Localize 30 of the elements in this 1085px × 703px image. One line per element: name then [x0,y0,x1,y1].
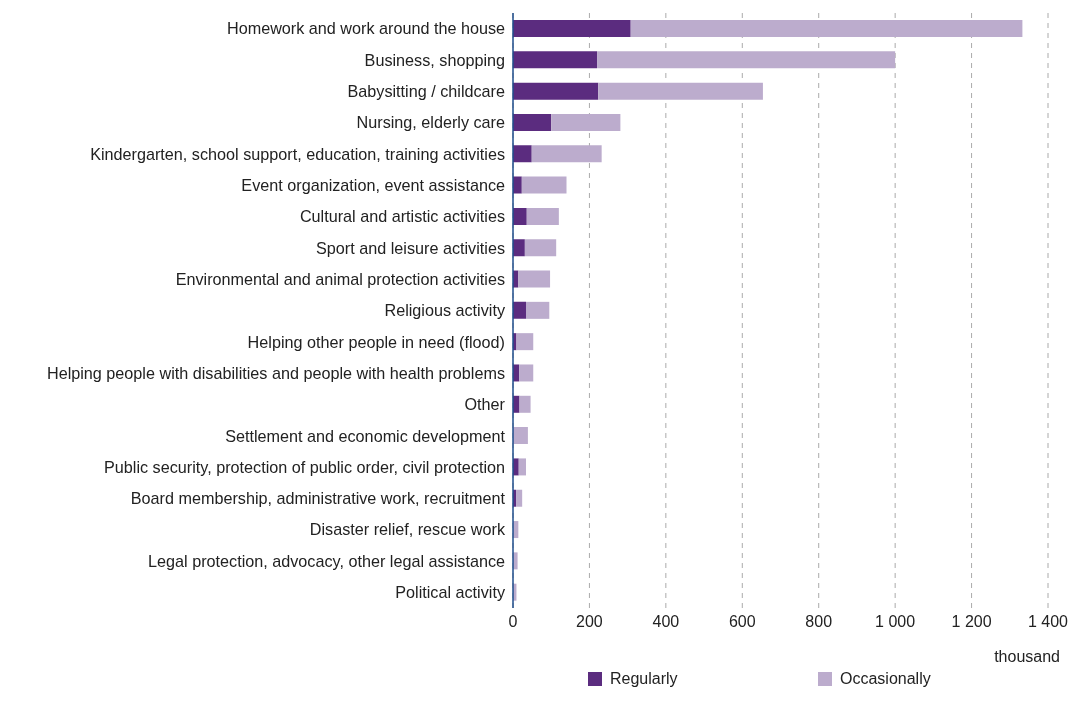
x-tick-label: 800 [805,613,833,631]
y-tick-label: Sport and leisure activities [316,238,505,257]
y-tick-label: Environmental and animal protection activities [175,269,505,288]
y-tick-label: Board membership, administrative work, recruitment [130,489,506,508]
legend-label: Regularly [609,670,679,688]
x-axis-title: thousand [994,648,1060,665]
y-tick-label: Kindergarten, school support, education, training activities [90,144,505,163]
y-tick-label: Political activity [395,583,506,602]
x-tick-label: 1 200 [951,613,992,631]
y-tick-label: Helping other people in need (flood) [247,332,505,351]
x-tick-label: 200 [576,613,603,631]
y-tick-label: Homework and work around the house [226,19,505,38]
x-tick-label: 600 [728,613,756,631]
y-tick-label: Event organization, event assistance [241,175,505,194]
y-tick-label: Settlement and economic development [225,426,506,445]
y-tick-label: Disaster relief, rescue work [309,520,506,539]
y-tick-label: Babysitting / childcare [347,82,505,101]
x-tick-label: 0 [508,613,518,631]
y-tick-label: Nursing, elderly care [356,113,505,132]
y-tick-label: Business, shopping [364,50,505,69]
y-tick-label: Public security, protection of public order, civil protection [104,457,505,476]
y-tick-label: Cultural and artistic activities [299,207,505,226]
y-tick-label: Other [464,395,506,414]
x-tick-label: 400 [652,613,680,631]
x-tick-label: 1 400 [1027,613,1069,631]
x-tick-label: 1 000 [875,613,916,631]
y-tick-label: Legal protection, advocacy, other legal assistance [148,551,505,570]
y-tick-label: Religious activity [384,301,506,320]
y-tick-label: Helping people with disabilities and people with health problems [46,363,505,382]
legend-label: Occasionally [839,670,932,688]
